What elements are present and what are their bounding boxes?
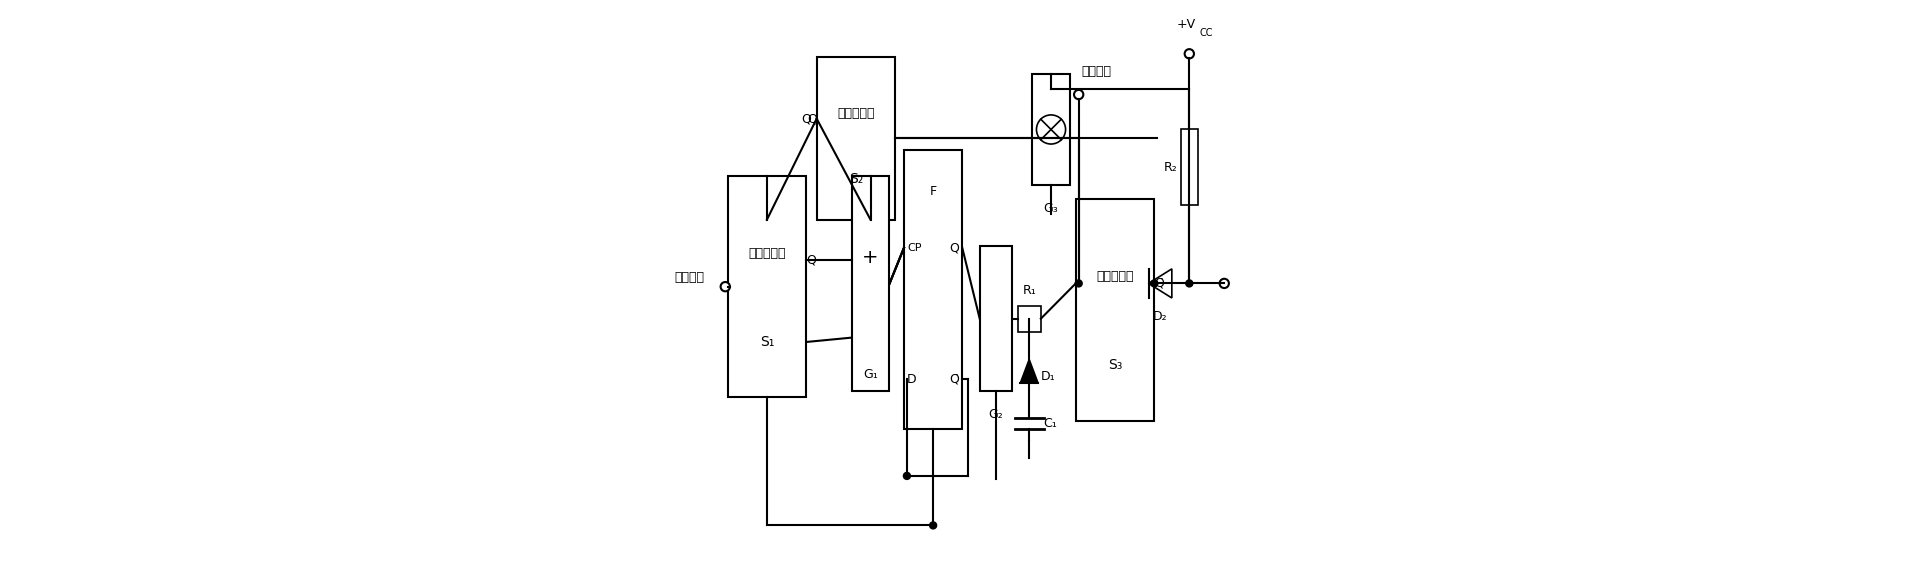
Text: D₁: D₁ bbox=[1041, 370, 1055, 383]
FancyBboxPatch shape bbox=[852, 176, 889, 391]
Circle shape bbox=[904, 473, 910, 479]
Circle shape bbox=[1186, 280, 1192, 287]
FancyBboxPatch shape bbox=[816, 57, 894, 220]
Text: 发送请求: 发送请求 bbox=[673, 271, 704, 284]
Text: Q: Q bbox=[807, 254, 816, 267]
FancyBboxPatch shape bbox=[728, 176, 807, 397]
Text: Q̄: Q̄ bbox=[950, 373, 959, 386]
Circle shape bbox=[1074, 90, 1083, 99]
Text: C₁: C₁ bbox=[1043, 417, 1058, 430]
FancyBboxPatch shape bbox=[1180, 129, 1198, 205]
Text: G₃: G₃ bbox=[1043, 202, 1058, 215]
Text: Q: Q bbox=[807, 112, 816, 125]
Text: 单稳态电路: 单稳态电路 bbox=[837, 107, 875, 121]
Text: S₃: S₃ bbox=[1108, 358, 1121, 372]
Circle shape bbox=[1076, 280, 1081, 287]
FancyBboxPatch shape bbox=[1018, 306, 1041, 332]
Circle shape bbox=[1184, 49, 1194, 58]
Text: S₂: S₂ bbox=[849, 172, 864, 186]
Text: CP: CP bbox=[908, 243, 921, 253]
Text: 单稳态电路: 单稳态电路 bbox=[748, 247, 786, 260]
Text: S₁: S₁ bbox=[759, 335, 774, 349]
Circle shape bbox=[721, 282, 730, 291]
Text: D₂: D₂ bbox=[1154, 309, 1167, 322]
FancyBboxPatch shape bbox=[1032, 74, 1070, 185]
Text: R₁: R₁ bbox=[1022, 284, 1036, 297]
Text: G₂: G₂ bbox=[988, 408, 1003, 421]
Polygon shape bbox=[1148, 269, 1171, 298]
Text: Q: Q bbox=[950, 241, 959, 254]
Circle shape bbox=[1037, 115, 1066, 144]
Text: 单稳态电路: 单稳态电路 bbox=[1097, 270, 1135, 283]
Text: Q̄: Q̄ bbox=[1154, 277, 1165, 290]
Text: F: F bbox=[929, 185, 936, 198]
FancyBboxPatch shape bbox=[904, 150, 963, 429]
Circle shape bbox=[929, 522, 936, 529]
FancyBboxPatch shape bbox=[1076, 199, 1154, 421]
Text: D: D bbox=[908, 373, 917, 386]
Circle shape bbox=[1150, 280, 1158, 287]
Text: +: + bbox=[862, 249, 879, 267]
Text: +V: +V bbox=[1177, 18, 1196, 31]
Text: CC: CC bbox=[1200, 29, 1213, 39]
Text: R₂: R₂ bbox=[1163, 161, 1179, 174]
Polygon shape bbox=[1020, 359, 1037, 383]
Text: 控制输出: 控制输出 bbox=[1081, 65, 1112, 78]
FancyBboxPatch shape bbox=[980, 246, 1013, 391]
Circle shape bbox=[1220, 279, 1228, 288]
Text: Q: Q bbox=[801, 112, 810, 125]
Text: G₁: G₁ bbox=[864, 368, 877, 381]
